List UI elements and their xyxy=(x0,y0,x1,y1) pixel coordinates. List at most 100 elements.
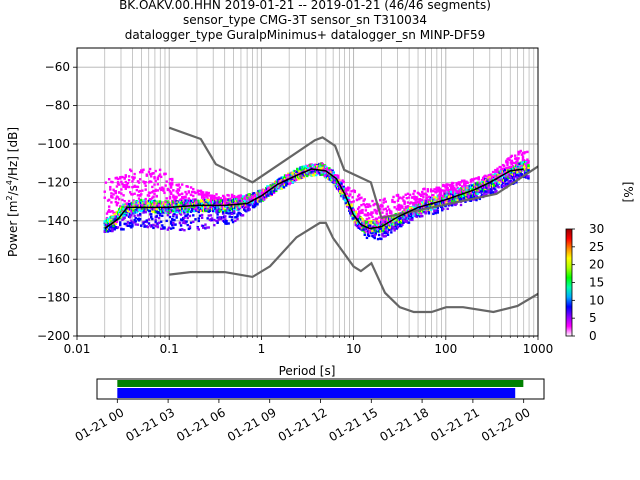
psd-cell xyxy=(177,189,181,192)
psd-cell xyxy=(150,180,153,184)
psd-cell xyxy=(186,210,189,213)
psd-cell xyxy=(286,182,289,185)
psd-cell xyxy=(133,214,136,218)
psd-cell xyxy=(365,203,369,206)
psd-cell xyxy=(158,214,162,217)
psd-cell xyxy=(216,220,219,223)
psd-cell xyxy=(159,175,163,179)
psd-cell xyxy=(234,219,237,223)
psd-cell xyxy=(325,167,329,170)
psd-cell xyxy=(236,217,239,221)
psd-cell xyxy=(379,198,382,202)
psd-cell xyxy=(207,191,210,195)
psd-cell xyxy=(385,212,389,215)
psd-cell xyxy=(350,190,353,193)
psd-cell xyxy=(442,207,445,211)
psd-cell xyxy=(141,209,144,213)
psd-cell xyxy=(383,231,386,234)
psd-cell xyxy=(197,206,200,209)
psd-cell xyxy=(446,207,449,211)
psd-cell xyxy=(150,175,153,178)
psd-cell xyxy=(401,223,404,226)
psd-cell xyxy=(223,220,226,223)
psd-cell xyxy=(127,175,131,178)
psd-cell xyxy=(189,193,193,197)
psd-cell xyxy=(417,201,421,204)
psd-cell xyxy=(361,211,364,214)
psd-cell xyxy=(334,183,338,186)
psd-cell xyxy=(375,217,379,220)
psd-cell xyxy=(411,218,414,221)
psd-cell xyxy=(137,219,141,222)
psd-cell xyxy=(471,179,475,182)
psd-cell xyxy=(379,227,382,230)
psd-cell xyxy=(175,214,178,217)
psd-cell xyxy=(411,196,414,199)
psd-cell xyxy=(136,194,140,197)
psd-cell xyxy=(122,194,125,197)
psd-cell xyxy=(398,205,402,209)
psd-cell xyxy=(360,203,363,207)
psd-cell xyxy=(375,212,379,215)
psd-cell xyxy=(373,208,376,212)
psd-cell xyxy=(426,198,430,202)
psd-cell xyxy=(103,196,106,199)
psd-cell xyxy=(218,216,222,219)
psd-cell xyxy=(395,207,399,211)
psd-cell xyxy=(215,193,218,196)
psd-cell xyxy=(174,197,177,201)
psd-cell xyxy=(157,174,161,178)
psd-cell xyxy=(140,224,143,227)
psd-cell xyxy=(205,203,208,206)
psd-cell xyxy=(225,222,228,225)
psd-cell xyxy=(366,205,370,209)
psd-cell xyxy=(181,207,184,210)
psd-cell xyxy=(434,211,437,215)
psd-cell xyxy=(127,203,131,206)
psd-cell xyxy=(225,219,228,223)
psd-cell xyxy=(447,188,451,192)
psd-cell xyxy=(428,203,432,207)
psd-cell xyxy=(168,197,172,200)
grid xyxy=(76,48,538,337)
psd-cell xyxy=(356,195,360,198)
psd-cell xyxy=(341,179,344,182)
psd-cell xyxy=(134,223,137,226)
psd-cell xyxy=(117,191,121,194)
psd-cell xyxy=(350,203,353,206)
psd-cell xyxy=(162,189,165,192)
psd-cell xyxy=(270,192,274,196)
psd-cell xyxy=(296,167,299,171)
psd-cell xyxy=(425,193,428,197)
psd-cell xyxy=(463,196,466,200)
psd-cell xyxy=(381,221,384,224)
psd-cell xyxy=(153,207,156,210)
psd-cell xyxy=(148,191,152,195)
psd-cell xyxy=(138,189,142,193)
psd-cell xyxy=(210,206,214,209)
psd-cell xyxy=(233,211,236,215)
psd-cell xyxy=(403,202,406,206)
psd-cell xyxy=(311,170,314,173)
psd-cell xyxy=(217,196,220,199)
psd-cell xyxy=(205,209,208,212)
psd-cell xyxy=(425,196,428,199)
psd-cell xyxy=(133,202,136,205)
psd-cell xyxy=(200,213,204,217)
psd-cell xyxy=(337,183,340,186)
psd-cell xyxy=(348,199,351,202)
psd-cell xyxy=(439,194,443,198)
psd-cell xyxy=(421,191,424,194)
psd-cell xyxy=(385,209,389,213)
psd-cell xyxy=(244,196,247,200)
psd-cell xyxy=(142,211,145,214)
psd-cell xyxy=(401,206,404,209)
psd-cell xyxy=(300,168,303,172)
psd-cell xyxy=(169,186,173,189)
psd-cell xyxy=(382,201,385,204)
psd-cell xyxy=(114,200,118,204)
psd-cell xyxy=(156,176,160,179)
psd-cell xyxy=(470,196,474,199)
psd-cell xyxy=(459,187,463,190)
psd-cell xyxy=(230,212,234,216)
